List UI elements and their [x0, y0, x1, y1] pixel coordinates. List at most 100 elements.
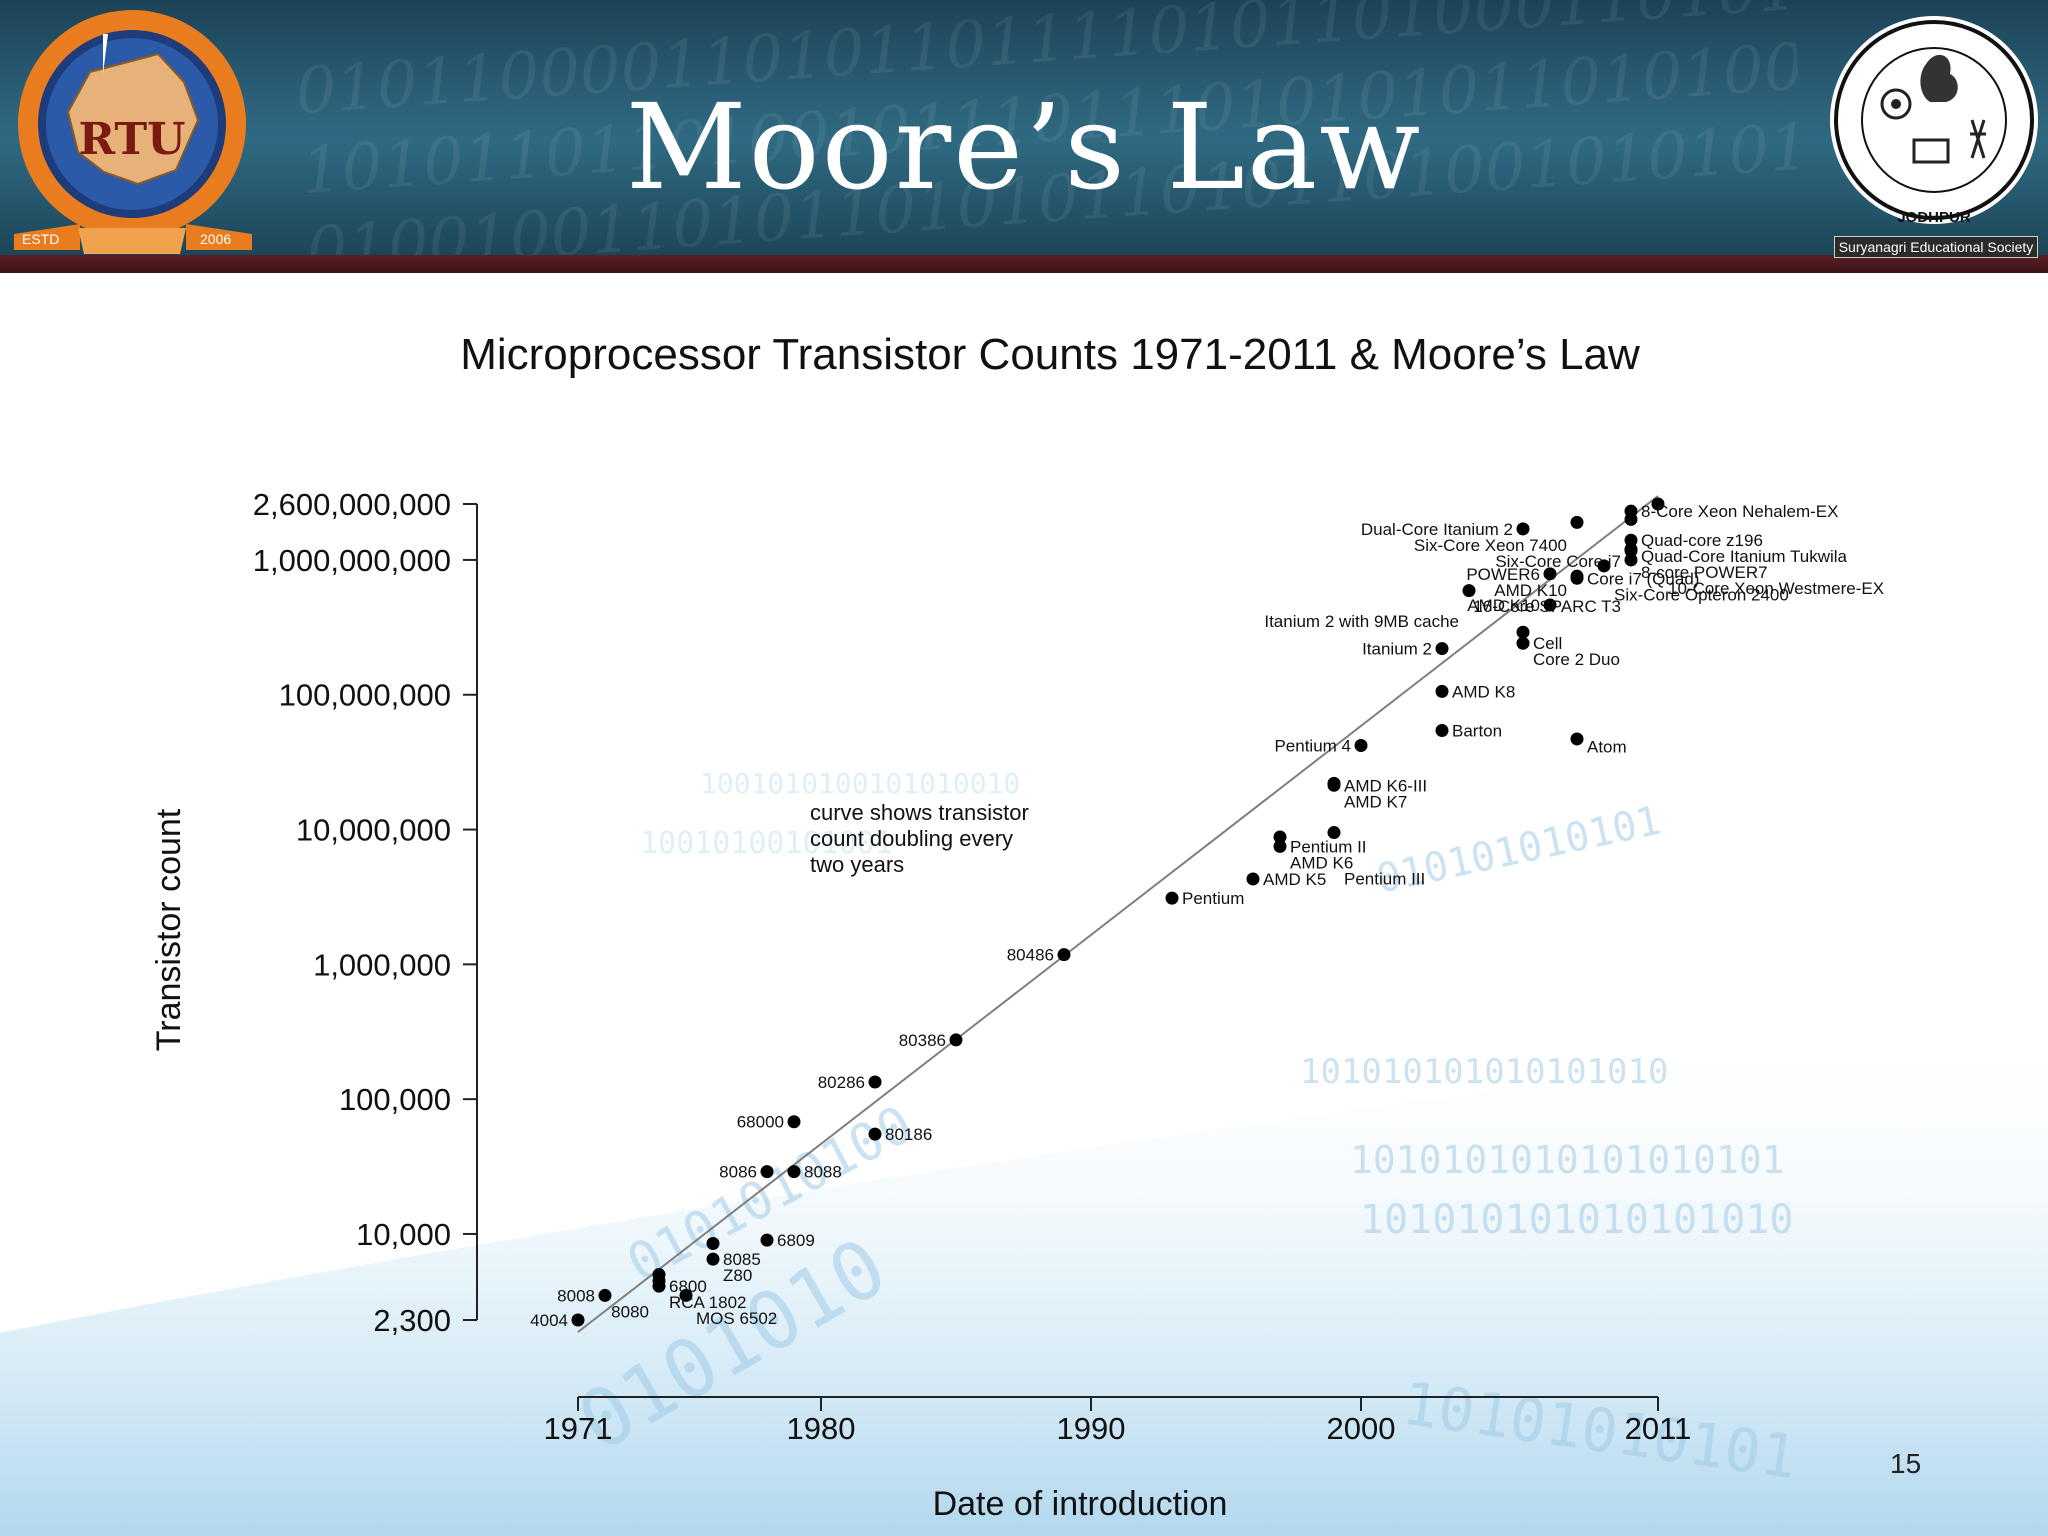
y-axis-title: Transistor count	[150, 808, 188, 1051]
moores-law-trend-line	[577, 495, 1659, 1333]
point-label: AMD K10	[1467, 596, 1540, 615]
point-label: AMD K5	[1263, 870, 1326, 889]
point-label: 8085	[723, 1250, 761, 1269]
data-point	[1327, 776, 1341, 790]
point-label: 8088	[804, 1163, 842, 1182]
data-point	[1624, 512, 1638, 526]
x-axis-title: Date of introduction	[933, 1485, 1228, 1523]
data-point	[1435, 684, 1449, 698]
y-tick-label: 10,000,000	[296, 813, 451, 848]
point-label: Itanium 2	[1362, 640, 1432, 659]
svg-text:101010101010101010: 101010101010101010	[1300, 1052, 1668, 1092]
x-tick-label: 1980	[787, 1411, 856, 1446]
data-point	[1624, 542, 1638, 556]
data-point	[679, 1288, 693, 1302]
data-point	[1462, 584, 1476, 598]
point-label: 6809	[777, 1231, 815, 1250]
point-label: Quad-Core Itanium Tukwila	[1641, 547, 1848, 566]
point-label: Itanium 2 with 9MB cache	[1264, 612, 1459, 631]
point-label: AMD K8	[1452, 682, 1515, 701]
point-label: 68000	[737, 1113, 784, 1132]
data-point	[571, 1313, 585, 1327]
point-label: Pentium 4	[1274, 737, 1351, 756]
annotation-line: curve shows transistor	[810, 800, 1029, 825]
data-point	[949, 1033, 963, 1047]
data-point	[1570, 515, 1584, 529]
point-label: Six-Core Xeon 7400	[1414, 536, 1567, 555]
point-label: 8086	[719, 1163, 757, 1182]
data-point	[652, 1268, 666, 1282]
data-point	[652, 1279, 666, 1293]
y-tick-label: 1,000,000	[313, 947, 451, 982]
point-label: Core i7 (Quad)	[1587, 569, 1699, 588]
x-tick-label: 2000	[1327, 1411, 1396, 1446]
point-label: Core 2 Duo	[1533, 650, 1620, 669]
svg-text:101010101010101010: 101010101010101010	[1360, 1197, 1793, 1243]
data-point	[1651, 497, 1665, 511]
data-point	[1543, 567, 1557, 581]
data-points	[571, 497, 1665, 1327]
point-label: Z80	[723, 1266, 752, 1285]
rtu-estd-label: ESTD	[22, 231, 59, 247]
point-label: AMD K7	[1344, 792, 1407, 811]
data-point	[1354, 739, 1368, 753]
binary-background-decoration: 010101010101 101010101010101010 10101010…	[0, 767, 2048, 1536]
rtu-estd-year: 2006	[200, 231, 231, 247]
rtu-monogram: RTU	[79, 114, 186, 165]
svg-text:1010101010101010101: 1010101010101010101	[1350, 1138, 1785, 1182]
data-point	[868, 1075, 882, 1089]
y-tick-label: 1,000,000,000	[253, 543, 451, 578]
point-label: Pentium III	[1344, 869, 1425, 888]
college-city: JODHPUR	[1897, 209, 1971, 226]
point-label: Six-Core Opteron 2400	[1614, 585, 1789, 604]
point-label: Barton	[1452, 721, 1502, 740]
data-point	[760, 1233, 774, 1247]
data-point	[1624, 553, 1638, 567]
data-point	[1246, 872, 1260, 886]
data-point	[1435, 642, 1449, 656]
data-point	[1543, 598, 1557, 612]
point-label: 10-Core Xeon Westmere-EX	[1668, 579, 1884, 598]
point-label: AMD K10	[1494, 581, 1567, 600]
data-point	[868, 1127, 882, 1141]
point-label: 80186	[885, 1125, 932, 1144]
point-label: 8008	[557, 1286, 595, 1305]
data-point	[1516, 522, 1530, 536]
rtu-logo: RTU ESTD 2006	[14, 10, 252, 254]
point-label: POWER6	[1466, 565, 1540, 584]
data-point	[1435, 723, 1449, 737]
data-point	[706, 1252, 720, 1266]
point-label: Cell	[1533, 634, 1562, 653]
point-label: 8080	[611, 1302, 649, 1321]
point-label: Quad-core z196	[1641, 531, 1763, 550]
data-point	[1057, 948, 1071, 962]
college-society-caption: Suryanagri Educational Society	[1834, 236, 2038, 258]
data-point	[787, 1165, 801, 1179]
data-point	[1273, 830, 1287, 844]
point-label: 8-core POWER7	[1641, 563, 1768, 582]
svg-text:10010100101001: 10010100101001	[640, 826, 893, 861]
point-label: 80286	[818, 1073, 865, 1092]
point-label: AMD K6-III	[1344, 776, 1427, 795]
banner-stripe	[0, 255, 2048, 273]
data-point	[760, 1165, 774, 1179]
y-tick-label: 10,000	[356, 1217, 451, 1252]
x-tick-label: 1971	[544, 1411, 613, 1446]
slide-title: Moore’s Law	[625, 78, 1423, 216]
data-point	[706, 1236, 720, 1250]
data-point	[1624, 533, 1638, 547]
point-label: Atom	[1587, 737, 1627, 756]
data-point	[1516, 625, 1530, 639]
page-number: 15	[1890, 1448, 1922, 1479]
chart-title: Microprocessor Transistor Counts 1971-20…	[460, 330, 1640, 379]
svg-text:1001010100101010010: 1001010100101010010	[700, 767, 1020, 800]
point-label: 80386	[899, 1031, 946, 1050]
point-label: 16-Core SPARC T3	[1473, 597, 1621, 616]
data-point	[1570, 571, 1584, 585]
y-tick-label: 100,000,000	[279, 678, 451, 713]
data-point	[1165, 891, 1179, 905]
chart-axes: 2,300 10,000 100,000 1,000,000 10,000,000 100…	[253, 487, 1692, 1446]
